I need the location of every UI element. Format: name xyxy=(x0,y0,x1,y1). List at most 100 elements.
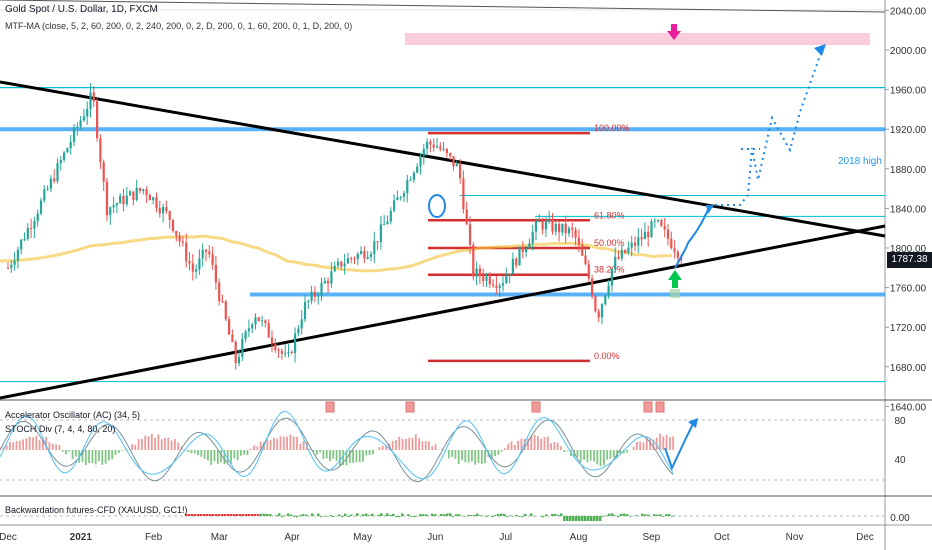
ac-bar xyxy=(642,442,645,450)
ac-bar xyxy=(154,437,156,450)
back-bar xyxy=(485,516,488,517)
ac-bar xyxy=(385,445,387,450)
candle-body xyxy=(112,205,115,208)
ac-bar xyxy=(447,450,450,459)
candle-body xyxy=(204,249,208,252)
oscillator-legend-1[interactable]: Accelerator Oscillator (AC) (34, 5) xyxy=(5,410,141,420)
ac-bar xyxy=(45,436,48,450)
back-bar xyxy=(470,515,473,516)
candle-body xyxy=(627,247,630,253)
back-bar xyxy=(368,515,371,516)
candle-body xyxy=(389,210,392,222)
candle-body xyxy=(396,197,399,201)
candle-body xyxy=(109,207,112,216)
ac-bar xyxy=(424,441,427,450)
ac-bar xyxy=(207,450,209,461)
back-bar xyxy=(668,514,671,516)
ac-bar xyxy=(108,450,110,461)
back-bar xyxy=(566,516,569,521)
ac-bar xyxy=(292,436,295,450)
candle-body xyxy=(53,178,56,182)
ac-bar xyxy=(645,437,648,450)
back-bar xyxy=(497,513,500,516)
projection-path xyxy=(674,44,826,269)
candle-body xyxy=(323,281,326,284)
candle-body xyxy=(336,261,340,266)
back-bar xyxy=(605,515,608,516)
ac-bar xyxy=(187,450,189,452)
back-bar xyxy=(347,516,350,518)
candle-body xyxy=(478,268,481,277)
candle-body xyxy=(333,265,336,272)
ac-bar xyxy=(253,445,255,450)
candle-body xyxy=(175,231,178,236)
candle-body xyxy=(198,258,201,270)
candle-body xyxy=(26,228,29,240)
candle-body xyxy=(82,116,85,121)
descending-trendline[interactable] xyxy=(0,80,886,238)
candle-body xyxy=(534,221,538,232)
ascending-trendline[interactable] xyxy=(0,224,886,400)
back-bar xyxy=(563,516,566,521)
back-bar xyxy=(341,516,344,518)
ac-bar xyxy=(22,439,24,450)
ac-bar xyxy=(197,450,199,456)
back-bar xyxy=(356,513,359,516)
time-axis[interactable]: Dec 2021 Feb Mar Apr May Jun Jul Aug Sep Oct Nov Dec xyxy=(0,532,874,543)
candle-body xyxy=(492,284,495,286)
back-bar xyxy=(236,514,239,516)
ac-bar xyxy=(421,441,424,450)
back-bar xyxy=(422,514,425,516)
top-trendline[interactable] xyxy=(0,0,886,13)
candle-body xyxy=(211,254,214,265)
oscillator-projection xyxy=(664,418,698,471)
price-axis[interactable]: 2080.002040.002000.001960.001920.001880.… xyxy=(885,0,927,413)
candle-body xyxy=(257,317,260,322)
candle-body xyxy=(432,144,435,148)
time-tick-label: Mar xyxy=(211,532,229,543)
candle-body xyxy=(267,323,270,338)
ac-bar xyxy=(243,450,246,455)
ac-bar xyxy=(339,450,341,466)
back-bar xyxy=(557,514,560,516)
ac-bar xyxy=(484,450,486,464)
candle-body xyxy=(508,274,511,276)
candle-body xyxy=(89,92,92,109)
arrow-down-icon xyxy=(667,24,681,40)
back-bar xyxy=(554,513,557,516)
ac-bar xyxy=(398,436,401,450)
candle-body xyxy=(36,213,39,222)
backwardation-legend[interactable]: Backwardation futures-CFD (XAUUSD, GC1!) xyxy=(5,505,188,515)
ac-bar xyxy=(662,436,665,450)
ac-bar xyxy=(71,450,74,460)
symbol-title[interactable]: Gold Spot / U.S. Dollar, 1D, FXCM xyxy=(5,4,158,15)
ac-bar xyxy=(504,448,506,450)
back-bar xyxy=(407,514,410,516)
ac-bar xyxy=(35,435,38,450)
ac-bar xyxy=(81,450,84,463)
ac-bar xyxy=(659,433,661,450)
back-bar xyxy=(659,514,662,516)
back-bar xyxy=(479,515,482,516)
oscillator-legend-2[interactable]: STOCH Div (7, 4, 4, 80, 20) xyxy=(5,424,116,434)
ac-bar xyxy=(467,450,470,463)
candle-body xyxy=(633,242,637,246)
candle-body xyxy=(330,271,333,284)
ac-bar xyxy=(131,444,133,450)
ac-bar xyxy=(428,441,430,450)
ac-bar xyxy=(98,450,100,462)
back-bar xyxy=(542,516,545,518)
ac-bar xyxy=(246,450,249,456)
ac-bar xyxy=(372,450,374,455)
back-bar xyxy=(221,514,224,516)
price-tick-label: 1800.00 xyxy=(890,244,927,255)
ac-bar xyxy=(157,434,160,450)
candle-body xyxy=(617,256,620,259)
back-bar xyxy=(257,514,260,516)
candle-body xyxy=(261,320,264,322)
candle-body xyxy=(653,220,656,222)
indicator-legend[interactable]: MTF-MA (close, 5, 2, 60, 200, 0, 2, 240,… xyxy=(5,21,353,31)
ac-bar xyxy=(414,434,417,450)
candle-body xyxy=(482,276,485,281)
